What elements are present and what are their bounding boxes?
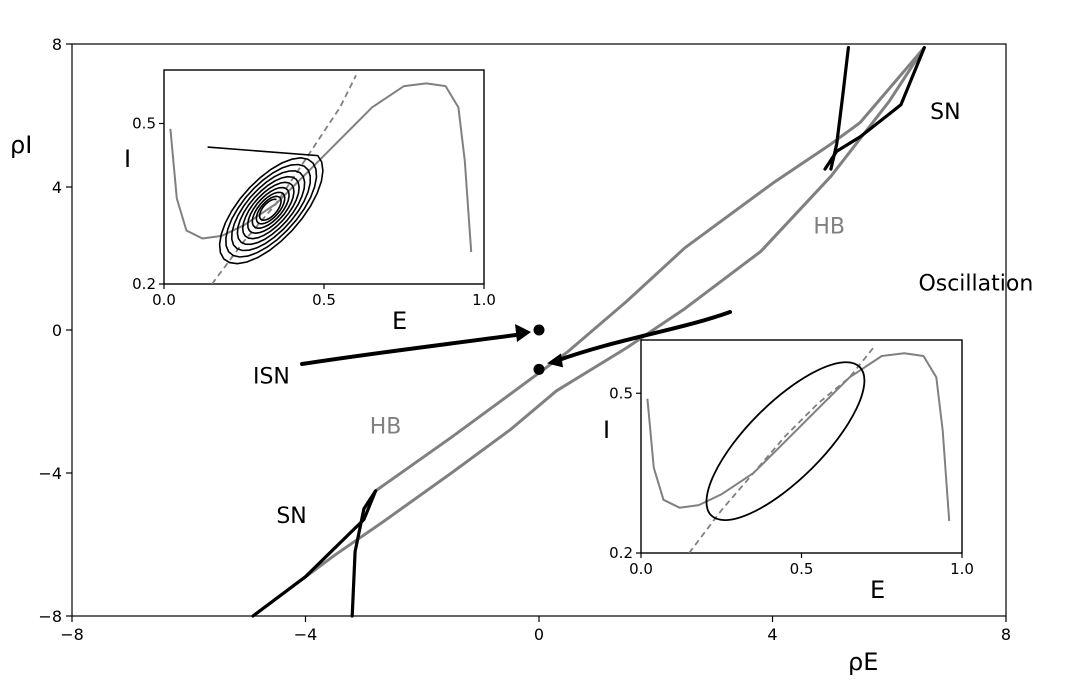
inset-y-tick-label: 0.5 bbox=[609, 384, 633, 402]
isn-arrow bbox=[300, 332, 525, 366]
inset-x-tick-label: 1.0 bbox=[950, 560, 974, 578]
main-plot: −8−8 −4 −4 0 0 4 4 8 8 ρE ρI SN HB Oscillation ISN HB SN bbox=[10, 35, 1033, 676]
inset-y-tick-label: 0.2 bbox=[132, 275, 156, 293]
oscillation-arrow-head bbox=[547, 353, 563, 368]
x-axis-label: ρE bbox=[848, 648, 878, 676]
inset-x-tick-label: 0.5 bbox=[312, 291, 336, 309]
curve-sn-5 bbox=[829, 46, 850, 171]
i-nullcline bbox=[211, 74, 357, 284]
isn-arrow-head bbox=[515, 324, 531, 342]
inset-x-tick-label: 0.5 bbox=[790, 560, 814, 578]
x-tick-label: 4 bbox=[767, 625, 777, 644]
annotation-isn: ISN bbox=[253, 365, 290, 390]
inset-y-tick-label: 0.2 bbox=[609, 544, 633, 562]
point-isn bbox=[533, 324, 545, 336]
inset-y-axis-label: I bbox=[124, 145, 131, 173]
x-tick-label: 0 bbox=[534, 625, 544, 644]
point-oscillation bbox=[533, 363, 545, 375]
x-tick-label: 8 bbox=[1001, 625, 1011, 644]
y-tick-label: −8 bbox=[38, 607, 62, 626]
i-nullcline bbox=[688, 344, 877, 553]
spiral-trajectory bbox=[207, 146, 324, 265]
inset-top-left: 0.0 0.5 1.0 0.2 0.5 E I bbox=[124, 69, 496, 335]
inset-x-axis-label: E bbox=[392, 307, 407, 335]
inset-x-tick-label: 0.0 bbox=[629, 560, 653, 578]
inset-bottom-right: 0.0 0.5 1.0 0.2 0.5 E I bbox=[603, 339, 974, 604]
inset-frame bbox=[640, 339, 963, 554]
y-axis-label: ρI bbox=[10, 131, 32, 159]
curve-sn-3 bbox=[350, 489, 378, 618]
y-tick-label: 8 bbox=[52, 35, 62, 54]
curve-hb-0 bbox=[251, 46, 926, 618]
y-tick-label: −4 bbox=[38, 464, 62, 483]
limit-cycle bbox=[705, 361, 866, 522]
inset-curves bbox=[169, 74, 473, 284]
inset-x-tick-label: 0.0 bbox=[152, 291, 176, 309]
inset-curves bbox=[646, 344, 951, 553]
curve-sn-2 bbox=[251, 489, 378, 618]
inset-x-tick-label: 1.0 bbox=[472, 291, 496, 309]
annotation-oscillation: Oscillation bbox=[918, 272, 1033, 297]
x-tick-label: −8 bbox=[60, 625, 84, 644]
y-tick-label: 0 bbox=[52, 321, 62, 340]
x-tick-label: −4 bbox=[294, 625, 318, 644]
curve-hb-1 bbox=[374, 46, 926, 493]
annotation-hb: HB bbox=[813, 214, 845, 239]
e-nullcline bbox=[646, 352, 951, 522]
inset-x-axis-label: E bbox=[870, 576, 885, 604]
annotation-hb: HB bbox=[370, 415, 402, 440]
inset-y-axis-label: I bbox=[603, 416, 610, 444]
annotation-sn: SN bbox=[930, 100, 960, 125]
inset-y-tick-label: 0.5 bbox=[132, 115, 156, 133]
y-tick-label: 4 bbox=[52, 178, 62, 197]
e-nullcline bbox=[169, 82, 473, 252]
inset-frame bbox=[163, 69, 485, 285]
oscillation-arrow bbox=[553, 310, 732, 364]
annotation-sn: SN bbox=[276, 504, 306, 529]
